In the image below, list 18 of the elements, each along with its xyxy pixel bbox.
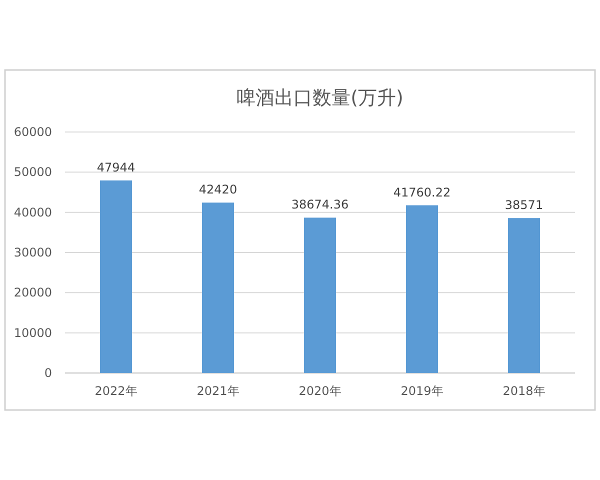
- y-tick-label: 10000: [14, 326, 52, 340]
- x-tick-label: 2019年: [400, 384, 444, 398]
- data-label: 41760.22: [393, 185, 451, 200]
- y-tick-label: 40000: [14, 205, 52, 220]
- y-tick-label: 50000: [14, 165, 52, 180]
- y-tick-label: 30000: [14, 246, 52, 260]
- data-label: 42420: [198, 182, 238, 197]
- chart-title: 啤酒出口数量(万升): [236, 87, 404, 109]
- x-tick-label: 2018年: [502, 384, 546, 398]
- y-tick-label: 0: [44, 366, 52, 380]
- y-tick-label: 20000: [14, 286, 52, 300]
- data-label: 38674.36: [291, 198, 349, 212]
- x-tick-label: 2021年: [196, 384, 240, 398]
- data-label: 38571: [504, 198, 544, 212]
- x-tick-label: 2020年: [298, 384, 342, 398]
- x-tick-label: 2022年: [94, 384, 138, 398]
- y-tick-label: 60000: [14, 125, 52, 139]
- data-label: 47944: [96, 160, 136, 174]
